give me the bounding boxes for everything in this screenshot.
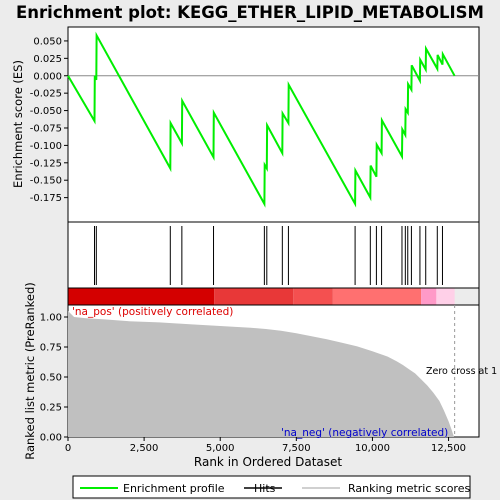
metric-panel: 'na_pos' (positively correlated) 'na_neg…	[23, 282, 497, 469]
enrichment-profile-line	[67, 31, 456, 208]
es-ytick-label: -0.050	[30, 106, 62, 117]
metric-xtick-label: 0	[65, 443, 71, 454]
es-ytick-label: -0.075	[30, 123, 62, 134]
metric-ytick-label: 1.00	[40, 313, 62, 324]
es-ytick-label: 0.000	[33, 71, 62, 82]
color-bar-segment	[214, 288, 294, 305]
es-ytick-label: -0.100	[30, 141, 62, 152]
color-bar-segment	[293, 288, 333, 305]
hits-panel	[67, 221, 480, 289]
metric-ylabel: Ranked list metric (PreRanked)	[23, 282, 37, 460]
legend-metric-label: Ranking metric scores	[348, 482, 470, 495]
legend-profile-label: Enrichment profile	[123, 482, 225, 495]
chart-title: Enrichment plot: KEGG_ETHER_LIPID_METABO…	[16, 3, 484, 22]
metric-ytick-label: 0.00	[40, 433, 62, 444]
metric-xtick-label: 7,500	[282, 443, 311, 454]
color-bar-segment	[421, 288, 437, 305]
es-panel: 0.050 0.025 0.000 -0.025 -0.050 -0.075 -0.100 -…	[11, 26, 480, 223]
legend-box	[72, 475, 471, 499]
color-bar-segment	[332, 288, 422, 305]
metric-xtick-label: 2,500	[130, 443, 159, 454]
metric-xlabel: Rank in Ordered Dataset	[194, 455, 342, 469]
zero-cross-label: Zero cross at 1	[426, 366, 497, 377]
legend: Enrichment profile Hits Ranking metric s…	[72, 475, 471, 499]
es-ytick-label: -0.175	[30, 193, 62, 204]
rank-color-bar	[67, 287, 480, 306]
metric-xtick-label: 10,000	[355, 443, 390, 454]
color-bar-segment	[436, 288, 455, 305]
es-ytick-label: -0.125	[30, 158, 62, 169]
es-ytick-label: -0.025	[30, 89, 62, 100]
legend-hits-label: Hits	[254, 482, 276, 495]
es-ytick-label: 0.050	[33, 36, 62, 47]
metric-xtick-label: 12,500	[431, 443, 466, 454]
es-plot-area	[67, 26, 480, 223]
es-ytick-label: -0.150	[30, 176, 62, 187]
metric-ytick-label: 0.50	[40, 373, 62, 384]
neg-label: 'na_neg' (negatively correlated)	[281, 427, 448, 439]
es-ylabel: Enrichment score (ES)	[11, 60, 25, 188]
metric-ytick-label: 0.25	[40, 403, 62, 414]
ranking-metric-area	[68, 311, 455, 437]
hits-area	[67, 221, 480, 289]
color-bar-segment	[68, 288, 215, 305]
es-ytick-label: 0.025	[33, 54, 62, 65]
metric-ytick-label: 0.75	[40, 343, 62, 354]
pos-label: 'na_pos' (positively correlated)	[72, 306, 233, 318]
metric-xtick-label: 5,000	[206, 443, 235, 454]
